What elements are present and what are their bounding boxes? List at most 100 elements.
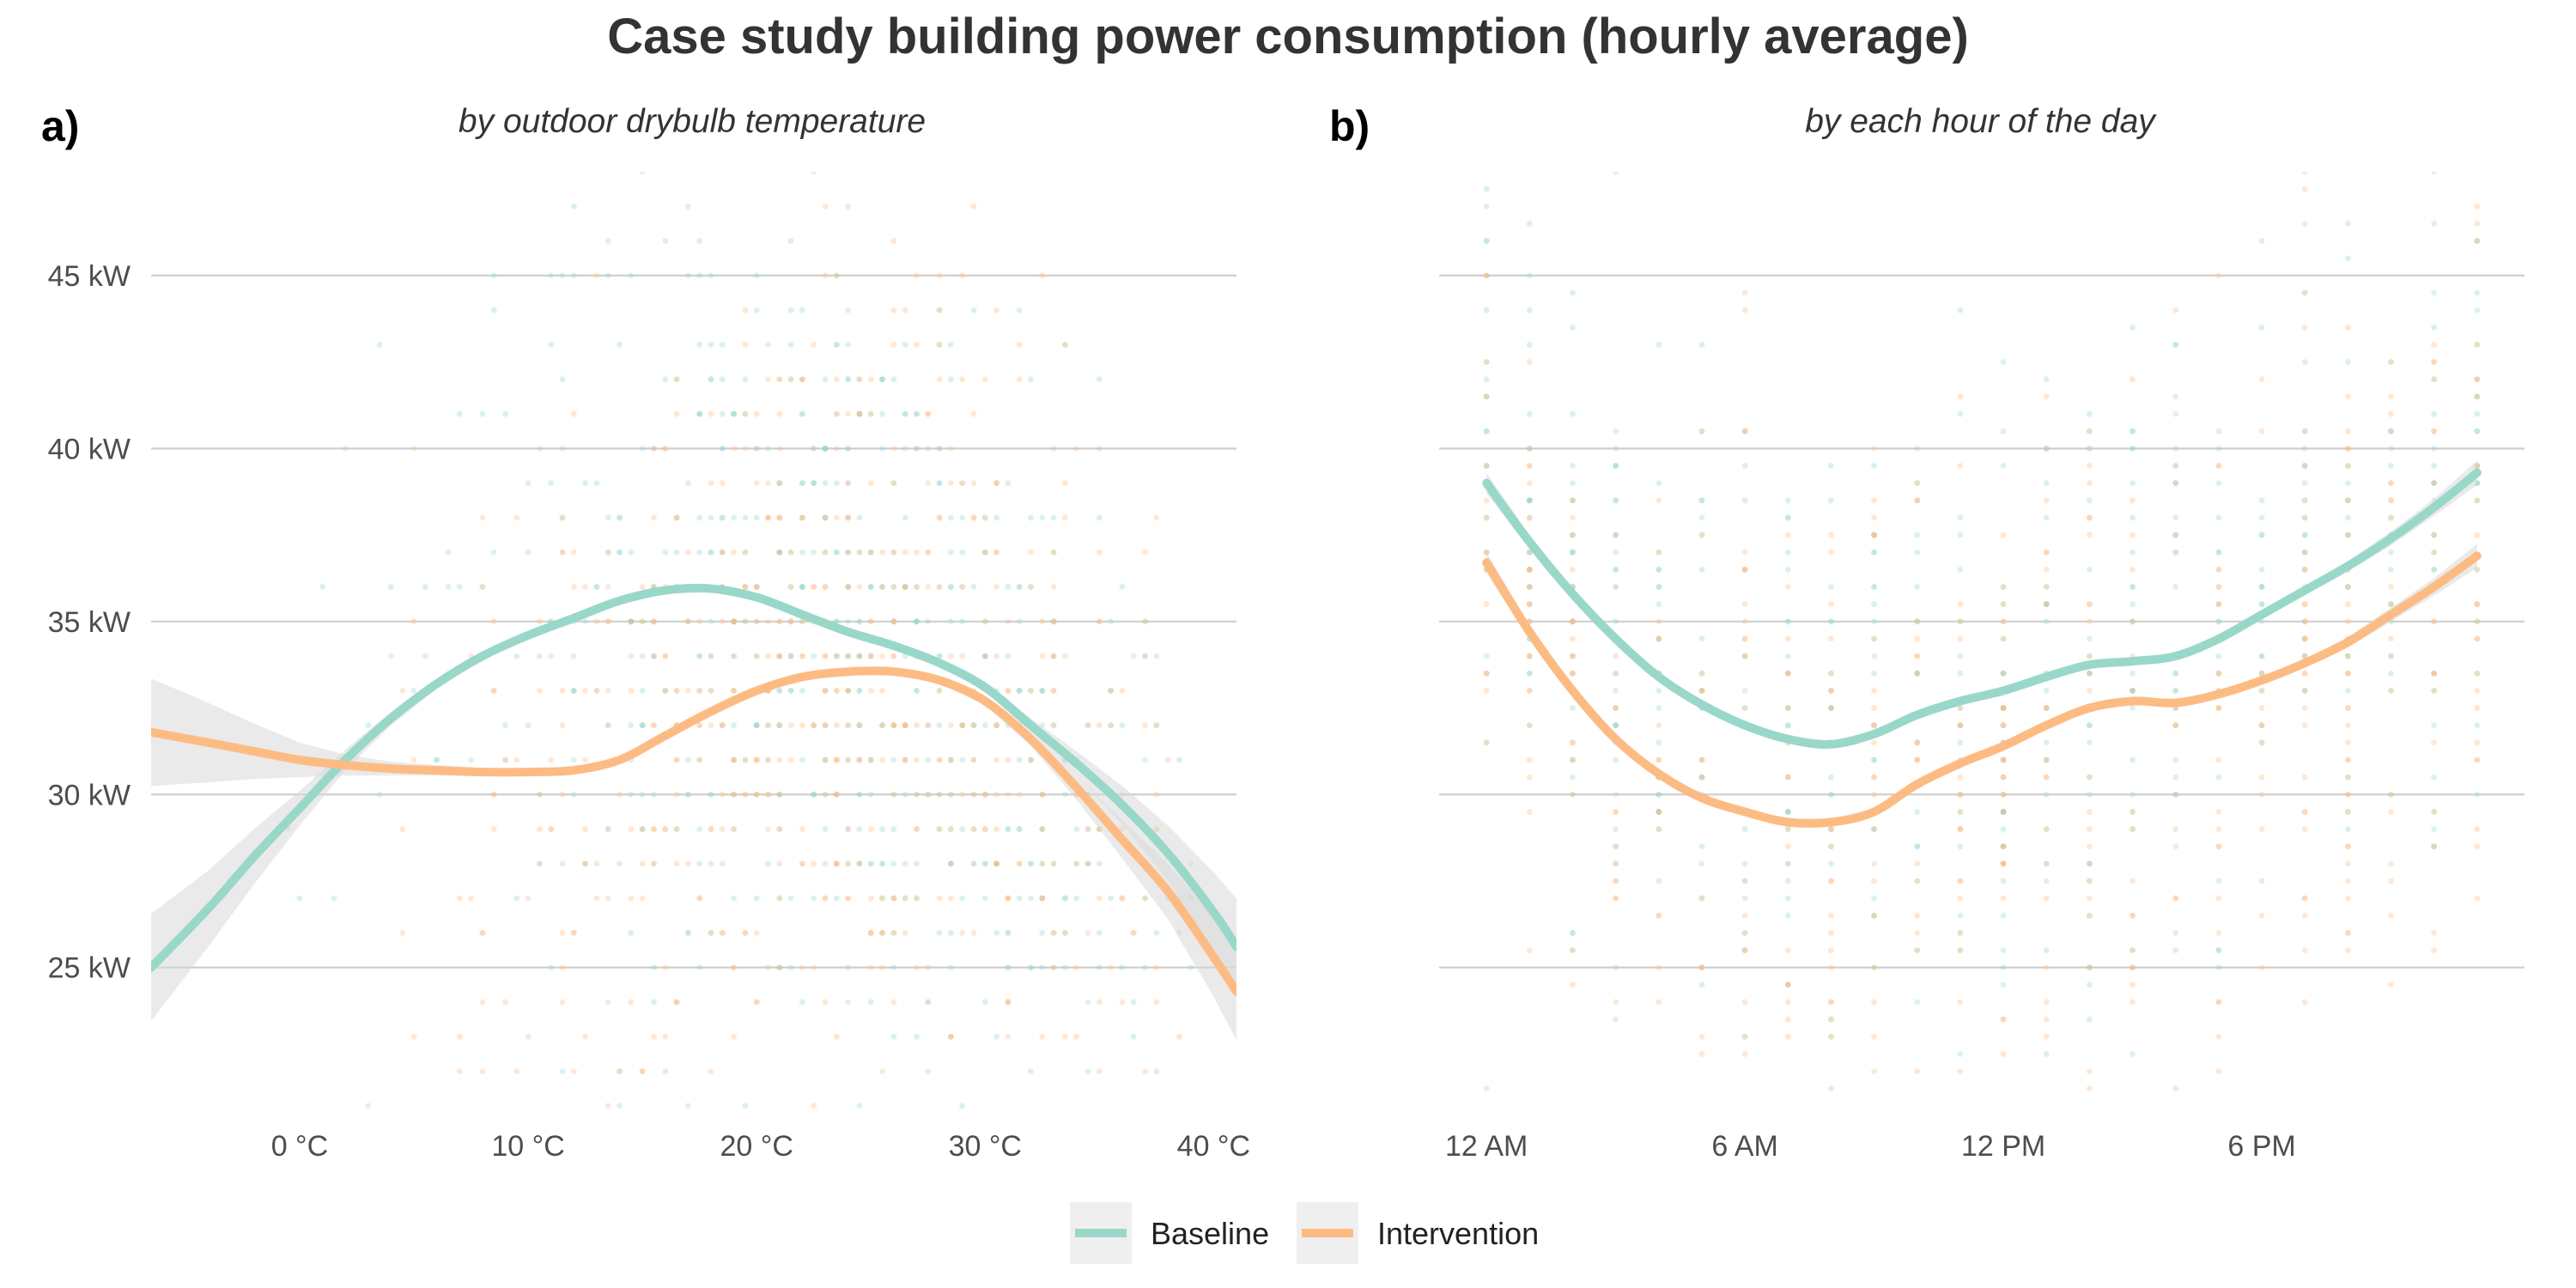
- observation-point: [993, 860, 999, 867]
- observation-point: [708, 791, 714, 798]
- observation-point: [2129, 809, 2136, 815]
- observation-point: [1005, 930, 1012, 936]
- observation-point: [2301, 809, 2308, 815]
- observation-point: [867, 860, 874, 867]
- observation-point: [1656, 722, 1662, 729]
- observation-point: [1570, 635, 1576, 642]
- observation-point: [1656, 826, 1662, 832]
- observation-point: [925, 791, 932, 798]
- observation-point: [1698, 964, 1705, 971]
- observation-point: [833, 653, 840, 659]
- observation-point: [2258, 653, 2265, 659]
- observation-point: [1108, 687, 1115, 694]
- observation-point: [696, 964, 703, 971]
- observation-point: [2301, 445, 2308, 452]
- observation-point: [1526, 514, 1533, 521]
- observation-point: [867, 376, 874, 383]
- observation-point: [1108, 687, 1115, 694]
- observation-point: [1957, 843, 1964, 850]
- observation-point: [1050, 722, 1057, 729]
- observation-point: [2129, 480, 2136, 487]
- observation-point: [1871, 687, 1878, 694]
- observation-point: [673, 999, 680, 1005]
- observation-point: [890, 722, 897, 729]
- observation-point: [2388, 635, 2394, 642]
- observation-point: [617, 549, 623, 556]
- observation-point: [673, 860, 680, 867]
- observation-point: [2000, 601, 2007, 608]
- observation-point: [1062, 342, 1068, 348]
- observation-point: [1570, 981, 1576, 988]
- observation-point: [1613, 999, 1619, 1005]
- observation-point: [1526, 584, 1533, 590]
- observation-point: [2258, 324, 2265, 331]
- observation-point: [753, 584, 760, 590]
- observation-point: [2258, 670, 2265, 677]
- observation-point: [856, 756, 863, 763]
- observation-point: [2129, 618, 2136, 625]
- observation-point: [536, 445, 543, 452]
- observation-point: [570, 203, 577, 210]
- observation-point: [1483, 428, 1490, 434]
- observation-point: [981, 826, 988, 832]
- observation-point: [570, 756, 577, 763]
- observation-point: [1957, 826, 1964, 832]
- observation-point: [811, 172, 817, 175]
- observation-point: [731, 618, 737, 625]
- observation-point: [867, 964, 874, 971]
- observation-point: [708, 376, 714, 383]
- observation-point: [1698, 428, 1705, 434]
- observation-point: [1613, 860, 1619, 867]
- observation-point: [2086, 774, 2093, 781]
- observation-point: [2043, 601, 2050, 608]
- observation-point: [914, 618, 920, 625]
- observation-point: [936, 514, 943, 521]
- observation-point: [2474, 307, 2481, 313]
- observation-point: [1957, 1051, 1964, 1057]
- observation-point: [1526, 497, 1533, 504]
- observation-point: [2431, 445, 2438, 452]
- observation-point: [513, 514, 520, 521]
- observation-point: [1741, 826, 1748, 832]
- observation-point: [639, 1068, 646, 1075]
- observation-point: [914, 445, 920, 452]
- observation-point: [1957, 705, 1964, 711]
- observation-point: [731, 756, 737, 763]
- observation-point: [410, 445, 417, 452]
- observation-point: [639, 826, 646, 832]
- observation-point: [1483, 653, 1490, 659]
- observation-point: [845, 584, 852, 590]
- observation-point: [742, 756, 749, 763]
- observation-point: [1741, 1033, 1748, 1040]
- observation-point: [993, 307, 999, 313]
- observation-point: [753, 410, 760, 417]
- observation-point: [2172, 791, 2179, 798]
- observation-point: [936, 307, 943, 313]
- observation-point: [1039, 895, 1046, 902]
- observation-point: [1005, 584, 1012, 590]
- observation-point: [2215, 1068, 2222, 1075]
- observation-point: [845, 653, 852, 659]
- observation-point: [2474, 376, 2481, 383]
- observation-point: [765, 964, 771, 971]
- observation-point: [2172, 687, 2179, 694]
- observation-point: [1570, 514, 1576, 521]
- observation-point: [1483, 497, 1490, 504]
- observation-point: [776, 687, 783, 694]
- observation-point: [1039, 826, 1046, 832]
- observation-point: [2043, 601, 2050, 608]
- observation-point: [1526, 566, 1533, 573]
- observation-point: [1784, 1033, 1791, 1040]
- observation-point: [1526, 463, 1533, 469]
- observation-point: [856, 618, 863, 625]
- observation-point: [1656, 809, 1662, 815]
- observation-point: [1005, 930, 1012, 936]
- observation-point: [936, 307, 943, 313]
- observation-point: [1613, 756, 1619, 763]
- observation-point: [2172, 463, 2179, 469]
- observation-point: [2301, 566, 2308, 573]
- observation-point: [1570, 497, 1576, 504]
- observation-point: [1005, 791, 1012, 798]
- observation-point: [582, 1033, 588, 1040]
- observation-point: [2474, 393, 2481, 400]
